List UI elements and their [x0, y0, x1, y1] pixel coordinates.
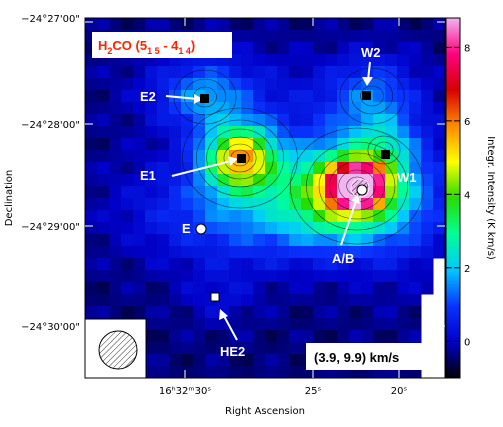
colorbar-tick-4: 8: [464, 43, 470, 54]
plot-frame: [84, 17, 446, 379]
label-E1: E1: [140, 168, 156, 183]
marker-E2: [200, 94, 209, 103]
beam-ellipse: [98, 330, 138, 370]
chart-title: H2CO (51 5 - 41 4): [98, 38, 195, 56]
colorbar-label: Integr. Intensity (K km/s): [485, 136, 496, 260]
label-E: E: [182, 221, 191, 236]
marker-E1: [237, 154, 246, 163]
x-axis-label: Right Ascension: [225, 406, 305, 417]
colorbar-tick-1: 2: [464, 264, 470, 275]
source-markers: [195, 91, 390, 302]
marker-W2: [362, 91, 371, 100]
source-annotations: E2 W2 E1 W1 A/B E HE2: [140, 45, 417, 359]
colorbar-tick-3: 6: [464, 117, 470, 128]
x-tick-2: 20ˢ: [391, 386, 408, 397]
colorbar-ticks: 0 2 4 6 8: [446, 43, 470, 348]
velocity-box: (3.9, 9.9) km/s: [306, 343, 432, 370]
y-tick-3: −24°30'00": [21, 322, 80, 333]
marker-HE2: [210, 292, 220, 302]
y-tick-0: −24°27'00": [21, 14, 80, 25]
x-tick-1: 25ˢ: [305, 386, 322, 397]
label-E2: E2: [140, 89, 156, 104]
colorbar-tick-2: 4: [464, 190, 470, 201]
y-tick-2: −24°29'00": [21, 222, 80, 233]
title-box: H2CO (51 5 - 41 4): [92, 32, 232, 58]
label-HE2: HE2: [220, 344, 245, 359]
velocity-range: (3.9, 9.9) km/s: [314, 350, 399, 365]
colorbar: [445, 17, 461, 379]
beam-inset: [84, 318, 147, 379]
marker-W1: [381, 150, 390, 159]
heatmap-image: [85, 18, 445, 378]
marker-AB: [356, 184, 368, 196]
colorbar-tick-0: 0: [464, 337, 470, 348]
x-tick-0: 16ʰ32ᵐ30ˢ: [159, 386, 211, 397]
marker-E: [195, 223, 207, 235]
label-W1: W1: [397, 170, 417, 185]
label-W2: W2: [361, 45, 381, 60]
y-tick-1: −24°28'00": [21, 120, 80, 131]
label-AB: A/B: [332, 251, 354, 266]
y-axis-label: Declination: [4, 170, 15, 227]
